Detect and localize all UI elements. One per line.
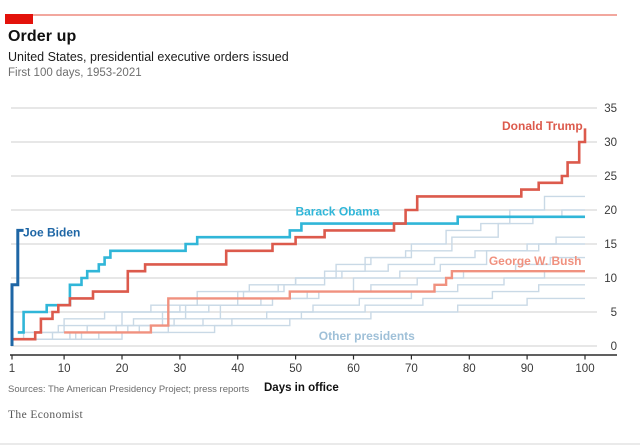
series-label-george-w-bush: George W. Bush — [489, 254, 582, 268]
x-tick-label-20: 20 — [116, 363, 129, 375]
x-tick-label-60: 60 — [347, 363, 360, 375]
series-label-other-presidents: Other presidents — [319, 329, 415, 343]
x-tick-label-1: 1 — [9, 363, 15, 375]
x-tick-label-90: 90 — [521, 363, 534, 375]
y-tick-label-25: 25 — [604, 171, 617, 183]
x-tick-label-40: 40 — [231, 363, 244, 375]
series-line-other-president-6 — [23, 270, 585, 340]
chart-period: First 100 days, 1953-2021 — [8, 67, 142, 79]
x-tick-label-100: 100 — [575, 363, 594, 375]
series-line-other-president-5 — [35, 256, 585, 340]
y-tick-label-20: 20 — [604, 205, 617, 217]
y-tick-label-10: 10 — [604, 273, 617, 285]
series-label-joe-biden: Joe Biden — [23, 226, 80, 240]
x-tick-label-70: 70 — [405, 363, 418, 375]
y-tick-label-30: 30 — [604, 137, 617, 149]
y-tick-label-5: 5 — [611, 307, 617, 319]
x-tick-label-10: 10 — [58, 363, 71, 375]
x-tick-label-30: 30 — [174, 363, 187, 375]
series-label-barack-obama: Barack Obama — [295, 204, 379, 218]
x-tick-label-80: 80 — [463, 363, 476, 375]
y-tick-label-35: 35 — [604, 103, 617, 115]
series-label-donald-trump: Donald Trump — [502, 119, 583, 133]
series-line-other-president-3 — [29, 236, 585, 340]
y-tick-label-15: 15 — [604, 239, 617, 251]
top-rule — [5, 14, 617, 16]
page-title: Order up — [8, 28, 77, 45]
series-line-joe-biden — [10, 228, 24, 346]
chart-subtitle: United States, presidential executive or… — [8, 50, 289, 64]
brand-signature: The Economist — [8, 409, 84, 421]
series-line-george-w-bush — [64, 270, 585, 334]
sources-note: Sources: The American Presidency Project… — [8, 384, 250, 395]
economist-red-tab — [5, 14, 33, 24]
x-tick-label-50: 50 — [289, 363, 302, 375]
series-line-donald-trump — [12, 128, 587, 341]
bottom-edge-divider — [0, 443, 640, 445]
x-axis-title: Days in office — [264, 382, 339, 394]
y-tick-label-0: 0 — [611, 341, 617, 353]
series-line-other-president-4 — [17, 243, 585, 334]
